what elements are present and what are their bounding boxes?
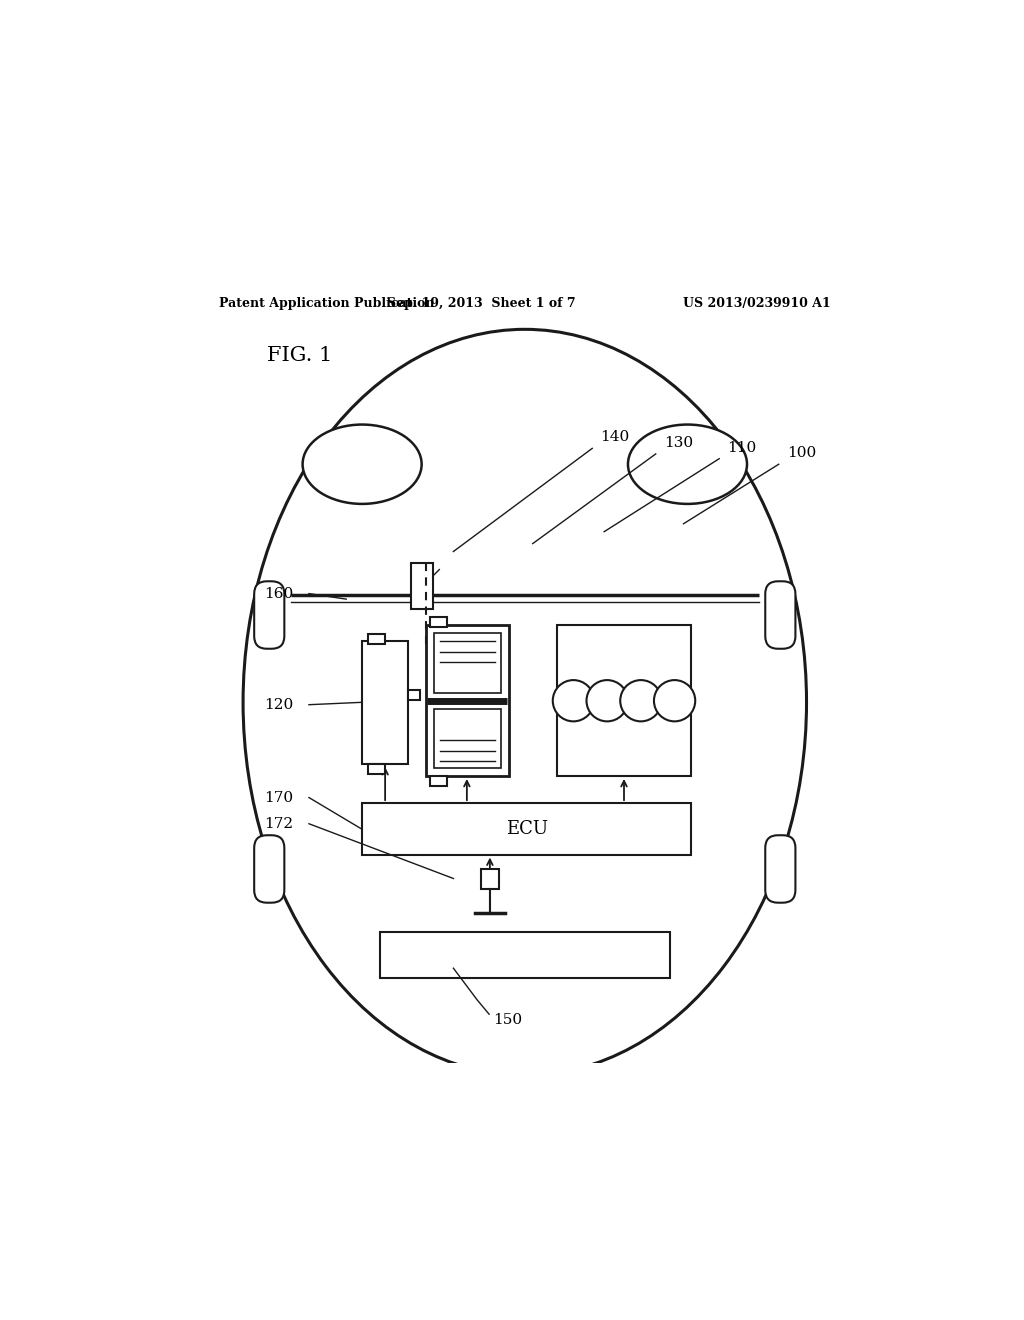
Bar xyxy=(426,626,509,776)
Bar xyxy=(430,618,447,627)
Ellipse shape xyxy=(628,425,746,504)
Bar xyxy=(557,626,691,776)
Text: 160: 160 xyxy=(264,586,293,601)
Bar xyxy=(433,709,501,768)
Circle shape xyxy=(553,680,594,721)
Text: ECU: ECU xyxy=(506,820,548,838)
Text: FIG. 1: FIG. 1 xyxy=(267,346,332,366)
Bar xyxy=(368,764,385,774)
Bar xyxy=(433,634,501,693)
Text: 100: 100 xyxy=(786,446,816,461)
Bar xyxy=(380,932,670,978)
Text: 130: 130 xyxy=(664,436,693,450)
Bar xyxy=(430,776,447,785)
Text: 170: 170 xyxy=(264,791,293,805)
Ellipse shape xyxy=(303,425,422,504)
Text: Sep. 19, 2013  Sheet 1 of 7: Sep. 19, 2013 Sheet 1 of 7 xyxy=(387,297,575,310)
Text: 140: 140 xyxy=(600,430,630,445)
Circle shape xyxy=(587,680,628,721)
Text: 110: 110 xyxy=(727,441,757,454)
Ellipse shape xyxy=(243,329,807,1076)
Bar xyxy=(362,642,409,764)
Text: 150: 150 xyxy=(494,1012,522,1027)
FancyBboxPatch shape xyxy=(254,581,285,648)
Text: US 2013/0239910 A1: US 2013/0239910 A1 xyxy=(683,297,830,310)
Circle shape xyxy=(621,680,662,721)
FancyBboxPatch shape xyxy=(765,836,796,903)
Circle shape xyxy=(654,680,695,721)
Text: 172: 172 xyxy=(264,817,293,830)
FancyBboxPatch shape xyxy=(765,581,796,648)
Bar xyxy=(409,690,420,700)
Text: Patent Application Publication: Patent Application Publication xyxy=(219,297,435,310)
Bar xyxy=(368,634,385,644)
FancyBboxPatch shape xyxy=(254,836,285,903)
Bar xyxy=(411,564,433,610)
Bar xyxy=(362,803,691,854)
Bar xyxy=(481,869,499,888)
Text: 120: 120 xyxy=(264,698,293,711)
